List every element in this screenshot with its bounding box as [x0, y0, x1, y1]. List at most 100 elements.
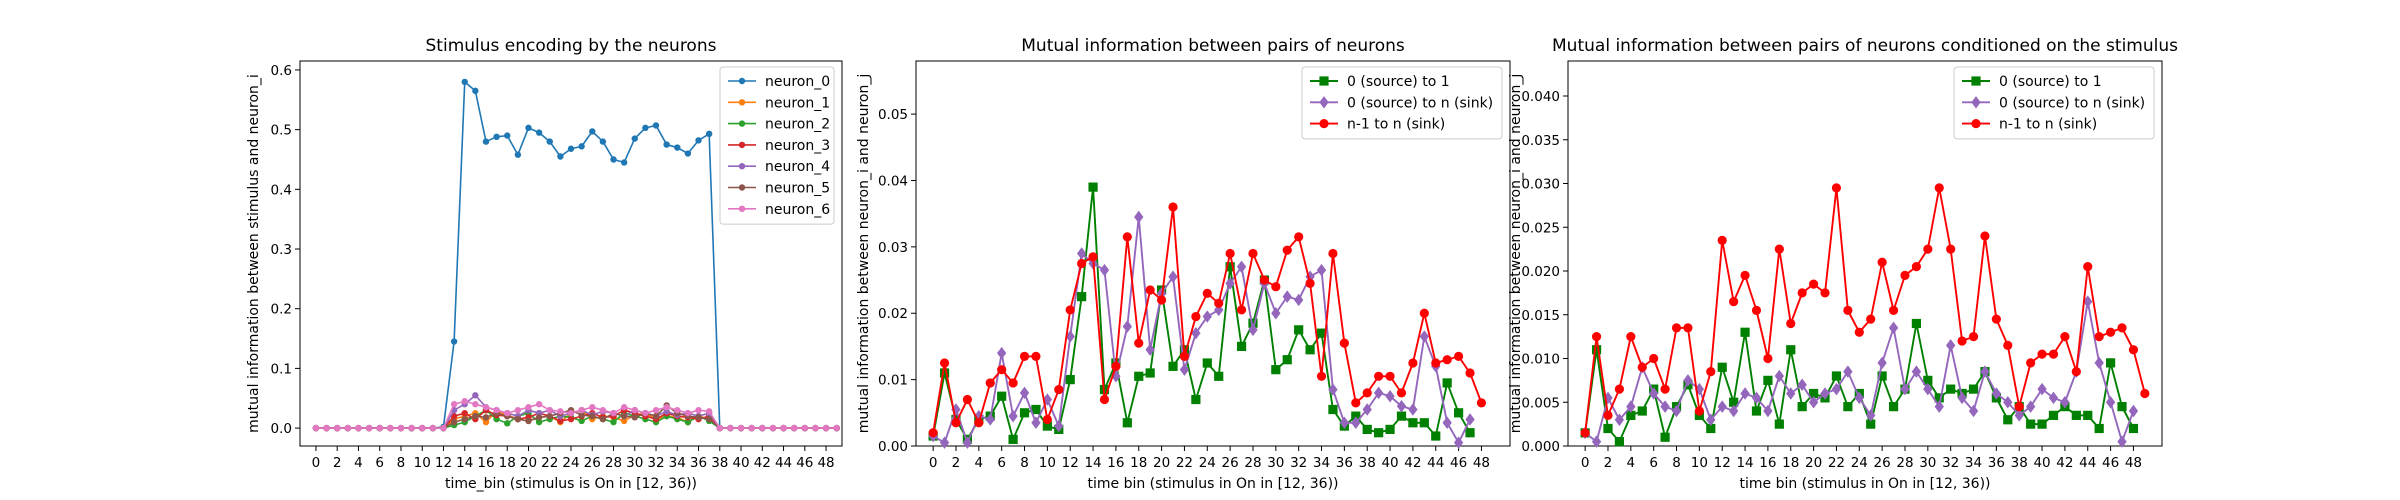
- x-tick-label: 2: [333, 455, 342, 471]
- data-point: [716, 424, 723, 432]
- x-tick-label: 48: [2125, 455, 2142, 471]
- data-point: [705, 408, 713, 415]
- data-point: [461, 78, 468, 86]
- data-point: [1248, 248, 1258, 259]
- legend-label: neuron_4: [765, 159, 830, 175]
- data-point: [1774, 419, 1784, 429]
- data-point: [1786, 387, 1796, 400]
- data-point: [652, 412, 660, 420]
- y-tick-label: 0.2: [271, 302, 292, 318]
- data-point: [1168, 361, 1178, 371]
- legend-label: neuron_5: [765, 181, 830, 197]
- x-tick-label: 28: [1244, 455, 1261, 471]
- y-axis-label: mutual information between neuron_i and …: [1508, 74, 1524, 434]
- data-point: [1122, 418, 1132, 428]
- data-point: [1305, 270, 1315, 283]
- data-point: [2003, 396, 2013, 409]
- x-tick-label: 26: [1222, 455, 1239, 471]
- x-tick-label: 42: [754, 455, 771, 471]
- chart-title: Mutual information between pairs of neur…: [1552, 36, 2178, 56]
- x-tick-label: 36: [1988, 455, 2005, 471]
- y-tick-label: 0.02: [878, 306, 908, 322]
- data-point: [1649, 387, 1659, 400]
- y-tick-label: 0.025: [1521, 220, 1560, 236]
- x-tick-label: 44: [775, 455, 792, 471]
- data-point: [461, 409, 468, 417]
- data-point: [1465, 368, 1475, 378]
- data-point: [1202, 358, 1212, 368]
- data-point: [1946, 339, 1956, 352]
- data-point: [1031, 351, 1041, 361]
- x-tick-label: 22: [1176, 455, 1193, 471]
- data-point: [1671, 323, 1682, 333]
- data-point: [450, 401, 458, 408]
- data-point: [1134, 371, 1144, 381]
- data-point: [1305, 278, 1315, 288]
- data-point: [2094, 423, 2104, 434]
- data-point: [1946, 244, 1956, 254]
- chart-title: Stimulus encoding by the neurons: [426, 36, 717, 56]
- legend-marker: [738, 184, 746, 191]
- data-point: [1294, 232, 1304, 242]
- x-tick-label: 38: [1359, 455, 1376, 471]
- data-point: [1111, 370, 1121, 383]
- data-point: [1442, 378, 1452, 388]
- x-tick-label: 46: [796, 455, 813, 471]
- data-point: [589, 404, 596, 411]
- data-point: [1145, 343, 1155, 356]
- data-point: [355, 424, 362, 432]
- x-tick-label: 4: [354, 455, 363, 471]
- legend: 0 (source) to 1 0 (source) to n (sink) n-1…: [1953, 66, 2155, 140]
- chart-conditional-mutual-information: Mutual information between pairs of neur…: [1508, 36, 2178, 492]
- data-point: [1877, 371, 1887, 381]
- data-point: [674, 406, 681, 414]
- data-point: [1740, 270, 1750, 280]
- data-point: [472, 392, 479, 399]
- x-tick-label: 10: [1039, 455, 1056, 471]
- data-point: [1396, 399, 1407, 413]
- data-point: [1786, 318, 1796, 329]
- legend: neuron_0 neuron_1 neuron_2 neuron_3 neuron_4…: [719, 66, 835, 225]
- data-point: [1888, 402, 1899, 412]
- data-point: [939, 358, 950, 368]
- data-point: [2094, 356, 2104, 370]
- data-point: [461, 398, 468, 405]
- legend: 0 (source) to 1 0 (source) to n (sink) n-1…: [1301, 66, 1503, 140]
- data-point: [1031, 404, 1041, 415]
- data-point: [2060, 396, 2070, 409]
- data-point: [631, 406, 638, 414]
- data-point: [1900, 270, 1910, 280]
- data-point: [504, 420, 511, 427]
- data-point: [833, 424, 840, 432]
- x-tick-label: 0: [1581, 455, 1590, 471]
- data-point: [1649, 353, 1659, 364]
- legend-marker: [738, 120, 746, 127]
- data-point: [1991, 314, 2001, 324]
- x-tick-label: 16: [1107, 455, 1124, 471]
- data-point: [748, 424, 755, 432]
- x-tick-label: 38: [2011, 455, 2028, 471]
- x-tick-label: 0: [312, 455, 321, 471]
- data-point: [1843, 402, 1853, 412]
- x-tick-label: 44: [2079, 455, 2096, 471]
- x-tick-label: 40: [2033, 455, 2050, 471]
- data-point: [1008, 434, 1018, 444]
- data-point: [557, 153, 564, 160]
- data-point: [695, 406, 702, 414]
- x-tick-label: 32: [647, 455, 664, 471]
- data-point: [1225, 262, 1235, 272]
- data-point: [1122, 320, 1132, 333]
- data-point: [1911, 262, 1922, 272]
- x-tick-label: 24: [562, 455, 579, 471]
- data-point: [1763, 353, 1773, 364]
- data-point: [1019, 351, 1030, 361]
- data-point: [684, 150, 692, 157]
- data-point: [1236, 305, 1247, 315]
- data-point: [1660, 384, 1670, 394]
- data-point: [1019, 408, 1030, 418]
- data-point: [1980, 365, 1990, 378]
- data-point: [985, 378, 995, 388]
- series-0-source-to-n-sink-: [928, 210, 1475, 449]
- data-point: [1843, 305, 1853, 315]
- data-point: [1408, 403, 1418, 416]
